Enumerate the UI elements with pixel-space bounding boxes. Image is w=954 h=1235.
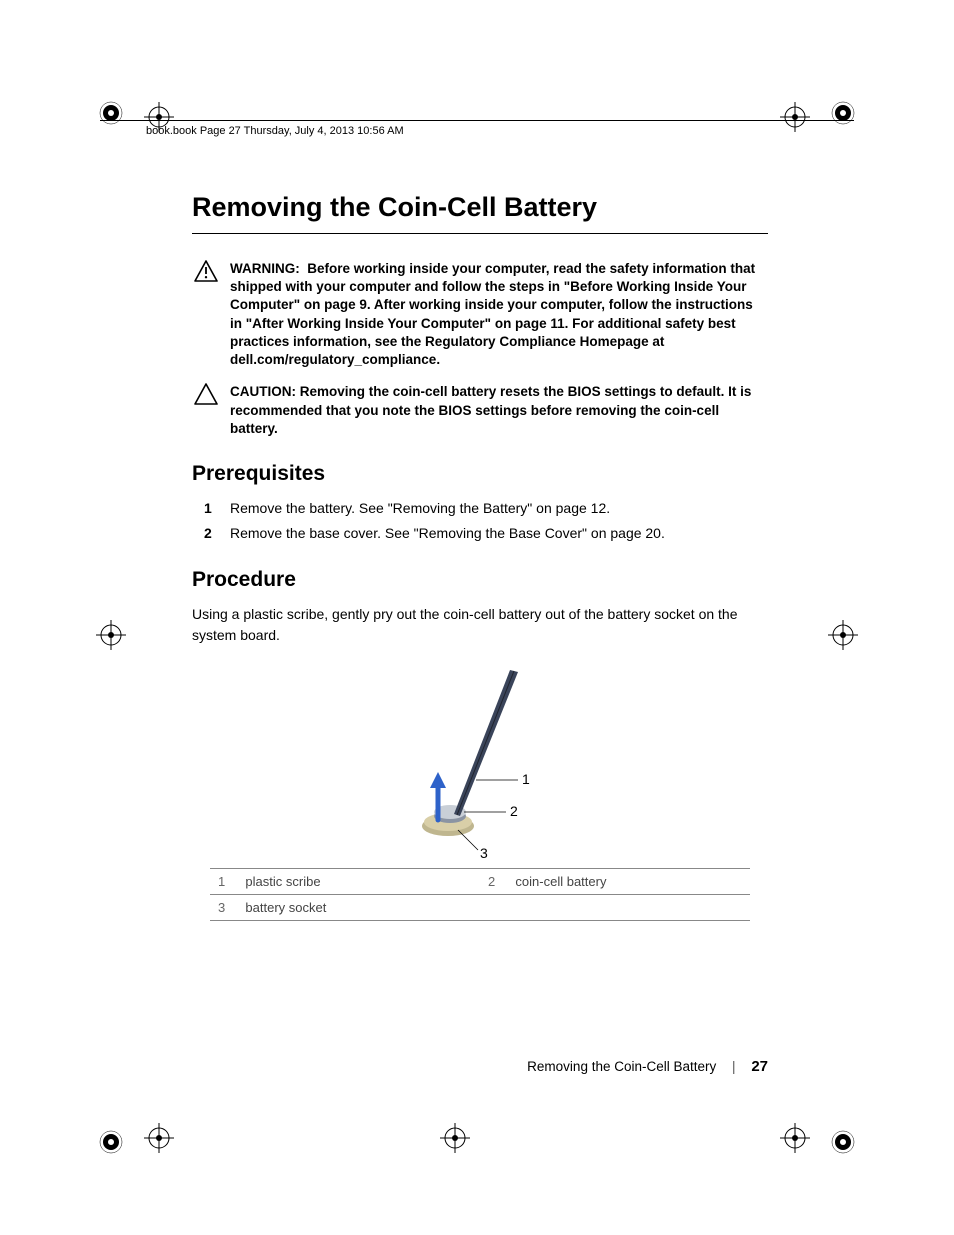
warning-label: WARNING: [230, 261, 300, 276]
procedure-text: Using a plastic scribe, gently pry out t… [192, 604, 768, 646]
list-item: Remove the base cover. See "Removing the… [230, 523, 768, 544]
crop-mark-icon [828, 620, 858, 650]
crop-mark-icon [828, 1127, 858, 1157]
crop-mark-icon [780, 1123, 810, 1153]
prerequisites-list: Remove the battery. See "Removing the Ba… [192, 498, 768, 544]
scribe-edge [457, 671, 514, 815]
prerequisites-heading: Prerequisites [192, 462, 768, 486]
legend-label: coin-cell battery [507, 868, 750, 894]
callout-2: 2 [510, 803, 518, 819]
figure: 1 2 3 [192, 660, 768, 860]
procedure-heading: Procedure [192, 568, 768, 592]
legend-label: plastic scribe [237, 868, 480, 894]
legend-label: battery socket [237, 894, 480, 920]
title-rule [192, 233, 768, 234]
callout-3: 3 [480, 845, 488, 860]
callout-legend: 1 plastic scribe 2 coin-cell battery 3 b… [210, 868, 750, 921]
caution-label: CAUTION: [230, 384, 296, 399]
crop-mark-icon [440, 1123, 470, 1153]
coin-cell-diagram: 1 2 3 [380, 660, 580, 860]
crop-mark-icon [96, 98, 126, 128]
warning-notice: WARNING: Before working inside your comp… [192, 260, 768, 369]
warning-body: Before working inside your computer, rea… [230, 261, 755, 367]
page-title: Removing the Coin-Cell Battery [192, 192, 768, 223]
legend-num: 3 [210, 894, 237, 920]
page-number: 27 [751, 1058, 768, 1075]
caution-body: Removing the coin-cell battery resets th… [230, 384, 751, 435]
page-footer: Removing the Coin-Cell Battery | 27 [527, 1058, 768, 1075]
crop-mark-icon [144, 1123, 174, 1153]
crop-mark-icon [828, 98, 858, 128]
crop-mark-icon [96, 620, 126, 650]
table-row: 3 battery socket [210, 894, 750, 920]
legend-num: 1 [210, 868, 237, 894]
caution-text: CAUTION: Removing the coin-cell battery … [230, 383, 768, 438]
callout-1: 1 [522, 771, 530, 787]
crop-mark-icon [96, 1127, 126, 1157]
caution-icon [192, 383, 220, 438]
document-page: book.book Page 27 Thursday, July 4, 2013… [0, 0, 954, 1235]
footer-title: Removing the Coin-Cell Battery [527, 1059, 716, 1074]
running-header: book.book Page 27 Thursday, July 4, 2013… [146, 125, 404, 137]
page-content: Removing the Coin-Cell Battery WARNING: … [192, 192, 768, 921]
legend-num: 2 [480, 868, 507, 894]
list-item: Remove the battery. See "Removing the Ba… [230, 498, 768, 519]
footer-separator: | [732, 1059, 736, 1074]
warning-icon [192, 260, 220, 369]
warning-text: WARNING: Before working inside your comp… [230, 260, 768, 369]
caution-notice: CAUTION: Removing the coin-cell battery … [192, 383, 768, 438]
header-rule [100, 120, 854, 121]
crop-mark-icon [780, 102, 810, 132]
table-row: 1 plastic scribe 2 coin-cell battery [210, 868, 750, 894]
